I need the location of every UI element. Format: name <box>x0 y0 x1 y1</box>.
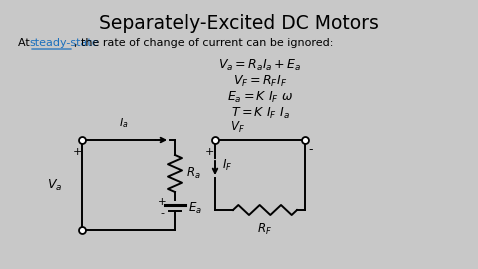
Text: +: + <box>72 147 82 157</box>
Text: , the rate of change of current can be ignored:: , the rate of change of current can be i… <box>74 38 333 48</box>
Text: $V_F$: $V_F$ <box>229 120 244 135</box>
Text: At: At <box>18 38 33 48</box>
Text: $I_a$: $I_a$ <box>119 116 128 130</box>
Text: Separately-Excited DC Motors: Separately-Excited DC Motors <box>99 14 379 33</box>
Text: $I_F$: $I_F$ <box>222 157 232 172</box>
Text: -: - <box>309 143 313 156</box>
Text: $E_a$: $E_a$ <box>188 200 202 215</box>
Text: $T = K\ I_F\ I_a$: $T = K\ I_F\ I_a$ <box>230 106 289 121</box>
Text: $V_F = R_F I_F$: $V_F = R_F I_F$ <box>233 74 287 89</box>
Text: +: + <box>158 197 166 207</box>
Text: -: - <box>160 208 164 218</box>
Text: +: + <box>204 147 214 157</box>
Text: $V_a$: $V_a$ <box>47 178 63 193</box>
Text: steady-state: steady-state <box>29 38 98 48</box>
Text: $E_a = K\ I_F\ \omega$: $E_a = K\ I_F\ \omega$ <box>227 90 293 105</box>
Text: $R_F$: $R_F$ <box>258 222 272 237</box>
Text: $R_a$: $R_a$ <box>186 166 201 181</box>
Text: $V_a = R_a I_a + E_a$: $V_a = R_a I_a + E_a$ <box>218 58 302 73</box>
